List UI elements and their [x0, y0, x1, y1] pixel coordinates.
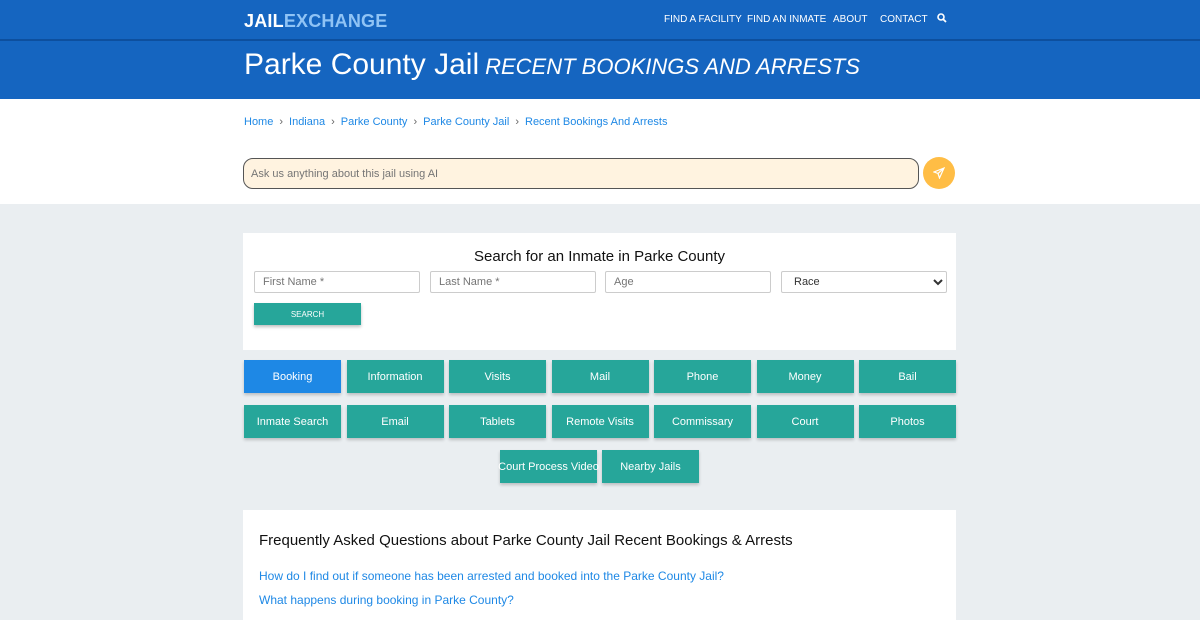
tab-commissary[interactable]: Commissary — [654, 405, 751, 438]
search-button[interactable]: SEARCH — [254, 303, 361, 325]
tab-information[interactable]: Information — [346, 360, 444, 393]
tab-visits[interactable]: Visits — [449, 360, 546, 393]
breadcrumb-jail[interactable]: Parke County Jail — [423, 116, 510, 128]
title-main: Parke County Jail — [244, 48, 480, 81]
breadcrumb-current[interactable]: Recent Bookings And Arrests — [525, 116, 668, 128]
breadcrumb: Home › Indiana › Parke County › Parke Count… — [244, 116, 667, 128]
race-select[interactable]: Race — [781, 271, 947, 293]
breadcrumb-home[interactable]: Home — [244, 116, 274, 128]
tab-photos[interactable]: Photos — [859, 405, 956, 438]
tab-court[interactable]: Court — [756, 405, 854, 438]
breadcrumb-indiana[interactable]: Indiana — [289, 116, 326, 128]
tab-tablets[interactable]: Tablets — [449, 405, 546, 438]
page-title: Parke County Jail RECENT BOOKINGS AND ARR… — [244, 48, 860, 82]
age-input[interactable] — [605, 271, 771, 293]
search-icon[interactable] — [937, 13, 947, 23]
chevron-right-icon: › — [413, 116, 418, 128]
tab-nearby-jails[interactable]: Nearby Jails — [602, 450, 699, 483]
nav-find-inmate[interactable]: FIND AN INMATE — [747, 14, 827, 25]
chevron-right-icon: › — [331, 116, 335, 128]
logo-part2: EXCHANGE — [283, 11, 388, 31]
faq-question[interactable]: How do I find out if someone has been ar… — [259, 569, 724, 583]
chevron-right-icon: › — [515, 116, 519, 128]
tab-court-process-video[interactable]: Court Process Video — [498, 450, 599, 483]
nav-about[interactable]: ABOUT — [833, 14, 868, 25]
paper-plane-icon — [933, 167, 945, 179]
header — [0, 0, 1200, 99]
tab-email[interactable]: Email — [346, 405, 444, 438]
first-name-input[interactable] — [254, 271, 420, 293]
ai-send-button[interactable] — [923, 157, 955, 189]
faq-question[interactable]: What happens during booking in Parke Cou… — [259, 593, 514, 607]
tab-bail[interactable]: Bail — [859, 360, 956, 393]
nav-contact[interactable]: CONTACT — [880, 14, 928, 25]
ai-question-input[interactable] — [243, 158, 919, 189]
tab-inmate-search[interactable]: Inmate Search — [244, 405, 341, 438]
last-name-input[interactable] — [430, 271, 596, 293]
tab-booking[interactable]: Booking — [244, 360, 341, 393]
tab-money[interactable]: Money — [756, 360, 854, 393]
logo-part1: JAIL — [244, 11, 284, 31]
tab-phone[interactable]: Phone — [654, 360, 751, 393]
faq-card: Frequently Asked Questions about Parke C… — [243, 510, 956, 620]
tab-mail[interactable]: Mail — [551, 360, 649, 393]
title-subtitle: RECENT BOOKINGS AND ARRESTS — [485, 54, 860, 79]
tab-remote-visits[interactable]: Remote Visits — [551, 405, 649, 438]
divider — [0, 39, 1200, 41]
breadcrumb-county[interactable]: Parke County — [340, 116, 408, 128]
chevron-right-icon: › — [279, 116, 284, 128]
inmate-search-card: Search for an Inmate in Parke County Rac… — [243, 233, 956, 350]
logo[interactable]: JAILEXCHANGE — [244, 11, 387, 32]
faq-title: Frequently Asked Questions about Parke C… — [259, 532, 793, 549]
search-title: Search for an Inmate in Parke County — [474, 248, 725, 265]
nav-find-facility[interactable]: FIND A FACILITY — [664, 14, 742, 25]
